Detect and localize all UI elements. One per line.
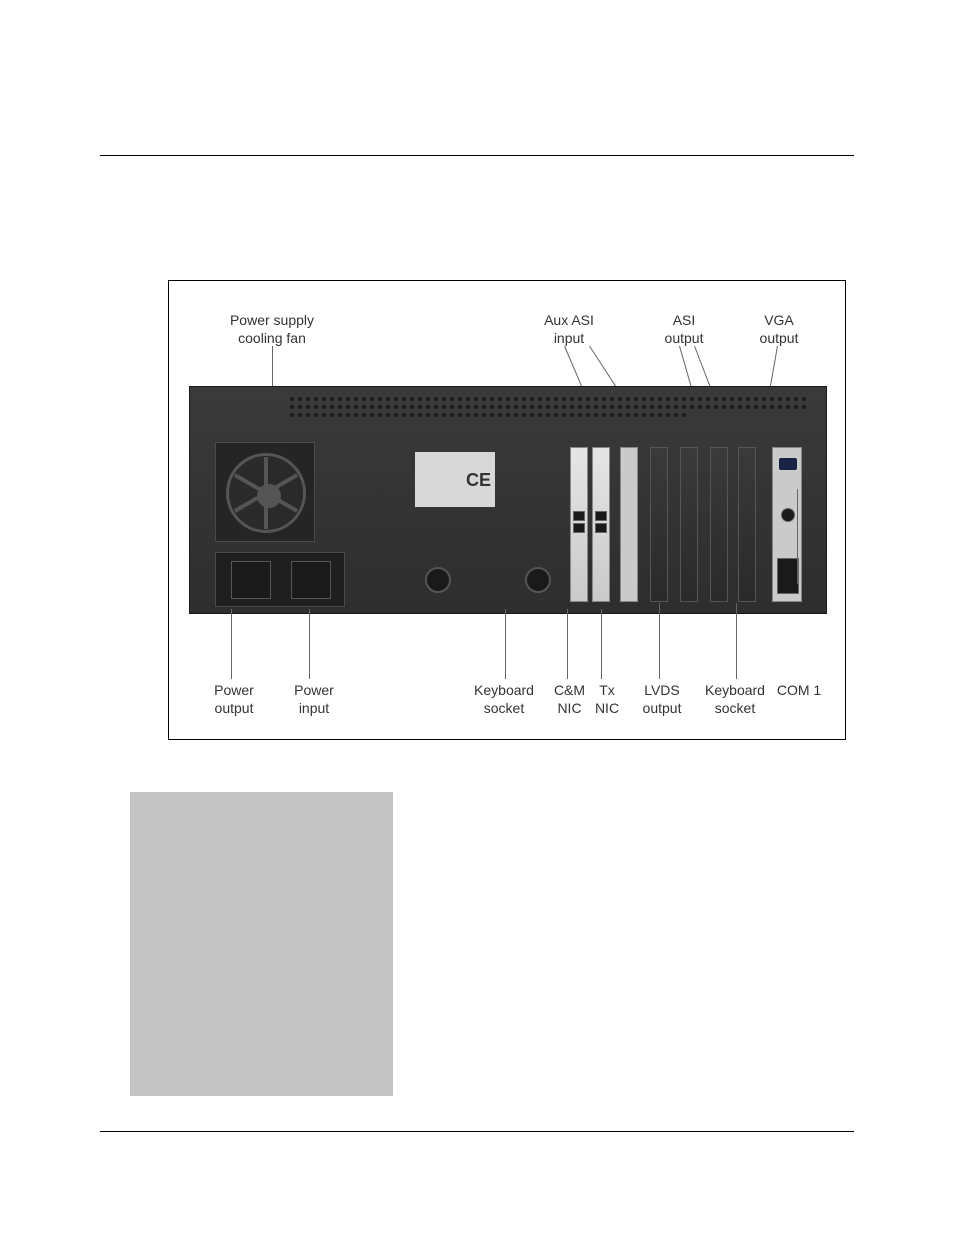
ce-compliance-label: CE bbox=[415, 452, 495, 507]
ethernet-port bbox=[595, 523, 607, 533]
leader-line bbox=[231, 609, 232, 679]
leader-line bbox=[659, 603, 660, 679]
ventilation-holes: document.addEventListener('DOMContentLoa… bbox=[290, 397, 810, 427]
label-power-input: Powerinput bbox=[279, 681, 349, 717]
expansion-slot bbox=[620, 447, 638, 602]
ce-mark-icon: CE bbox=[466, 470, 491, 492]
leader-line bbox=[567, 609, 568, 679]
leader-line bbox=[736, 603, 737, 679]
expansion-slot-blank bbox=[738, 447, 756, 602]
power-output-socket bbox=[231, 561, 271, 599]
ethernet-port bbox=[573, 511, 585, 521]
power-block bbox=[215, 552, 345, 607]
leader-line bbox=[505, 609, 506, 679]
keyboard-socket-round bbox=[425, 567, 451, 593]
power-input-socket bbox=[291, 561, 331, 599]
leader-line bbox=[309, 609, 310, 679]
figure-rear-panel: Power supplycooling fan Aux ASIinput ASI… bbox=[168, 280, 846, 740]
device-rear-panel-photo: document.addEventListener('DOMContentLoa… bbox=[189, 386, 827, 614]
cooling-fan-icon bbox=[226, 453, 306, 533]
fan-housing bbox=[215, 442, 315, 542]
label-lvds-output: LVDSoutput bbox=[632, 681, 692, 717]
leader-line bbox=[797, 489, 798, 584]
label-power-supply-fan: Power supplycooling fan bbox=[217, 311, 327, 347]
label-keyboard-socket: Keyboardsocket bbox=[464, 681, 544, 717]
top-label-group: Power supplycooling fan Aux ASIinput ASI… bbox=[169, 291, 845, 371]
nic-card-slot bbox=[570, 447, 588, 602]
label-power-output: Poweroutput bbox=[199, 681, 269, 717]
expansion-slot-blank bbox=[680, 447, 698, 602]
bottom-label-group: Poweroutput Powerinput Keyboardsocket C&… bbox=[169, 649, 845, 729]
label-com1: COM 1 bbox=[769, 681, 829, 699]
fan-hub bbox=[257, 484, 281, 508]
label-vga-output: VGAoutput bbox=[749, 311, 809, 347]
leader-line bbox=[601, 609, 602, 679]
bottom-horizontal-rule bbox=[100, 1131, 854, 1132]
expansion-slot-blank bbox=[650, 447, 668, 602]
expansion-slot-blank bbox=[710, 447, 728, 602]
label-keyboard-socket-2: Keyboardsocket bbox=[697, 681, 773, 717]
nic-card-slot bbox=[592, 447, 610, 602]
keyboard-socket-round bbox=[525, 567, 551, 593]
ethernet-port bbox=[595, 511, 607, 521]
label-cm-nic: C&MNIC bbox=[547, 681, 592, 717]
label-tx-nic: TxNIC bbox=[587, 681, 627, 717]
label-asi-output: ASIoutput bbox=[654, 311, 714, 347]
label-aux-asi-input: Aux ASIinput bbox=[534, 311, 604, 347]
content-placeholder-box bbox=[130, 792, 393, 1096]
ethernet-port bbox=[573, 523, 585, 533]
top-horizontal-rule bbox=[100, 155, 854, 156]
